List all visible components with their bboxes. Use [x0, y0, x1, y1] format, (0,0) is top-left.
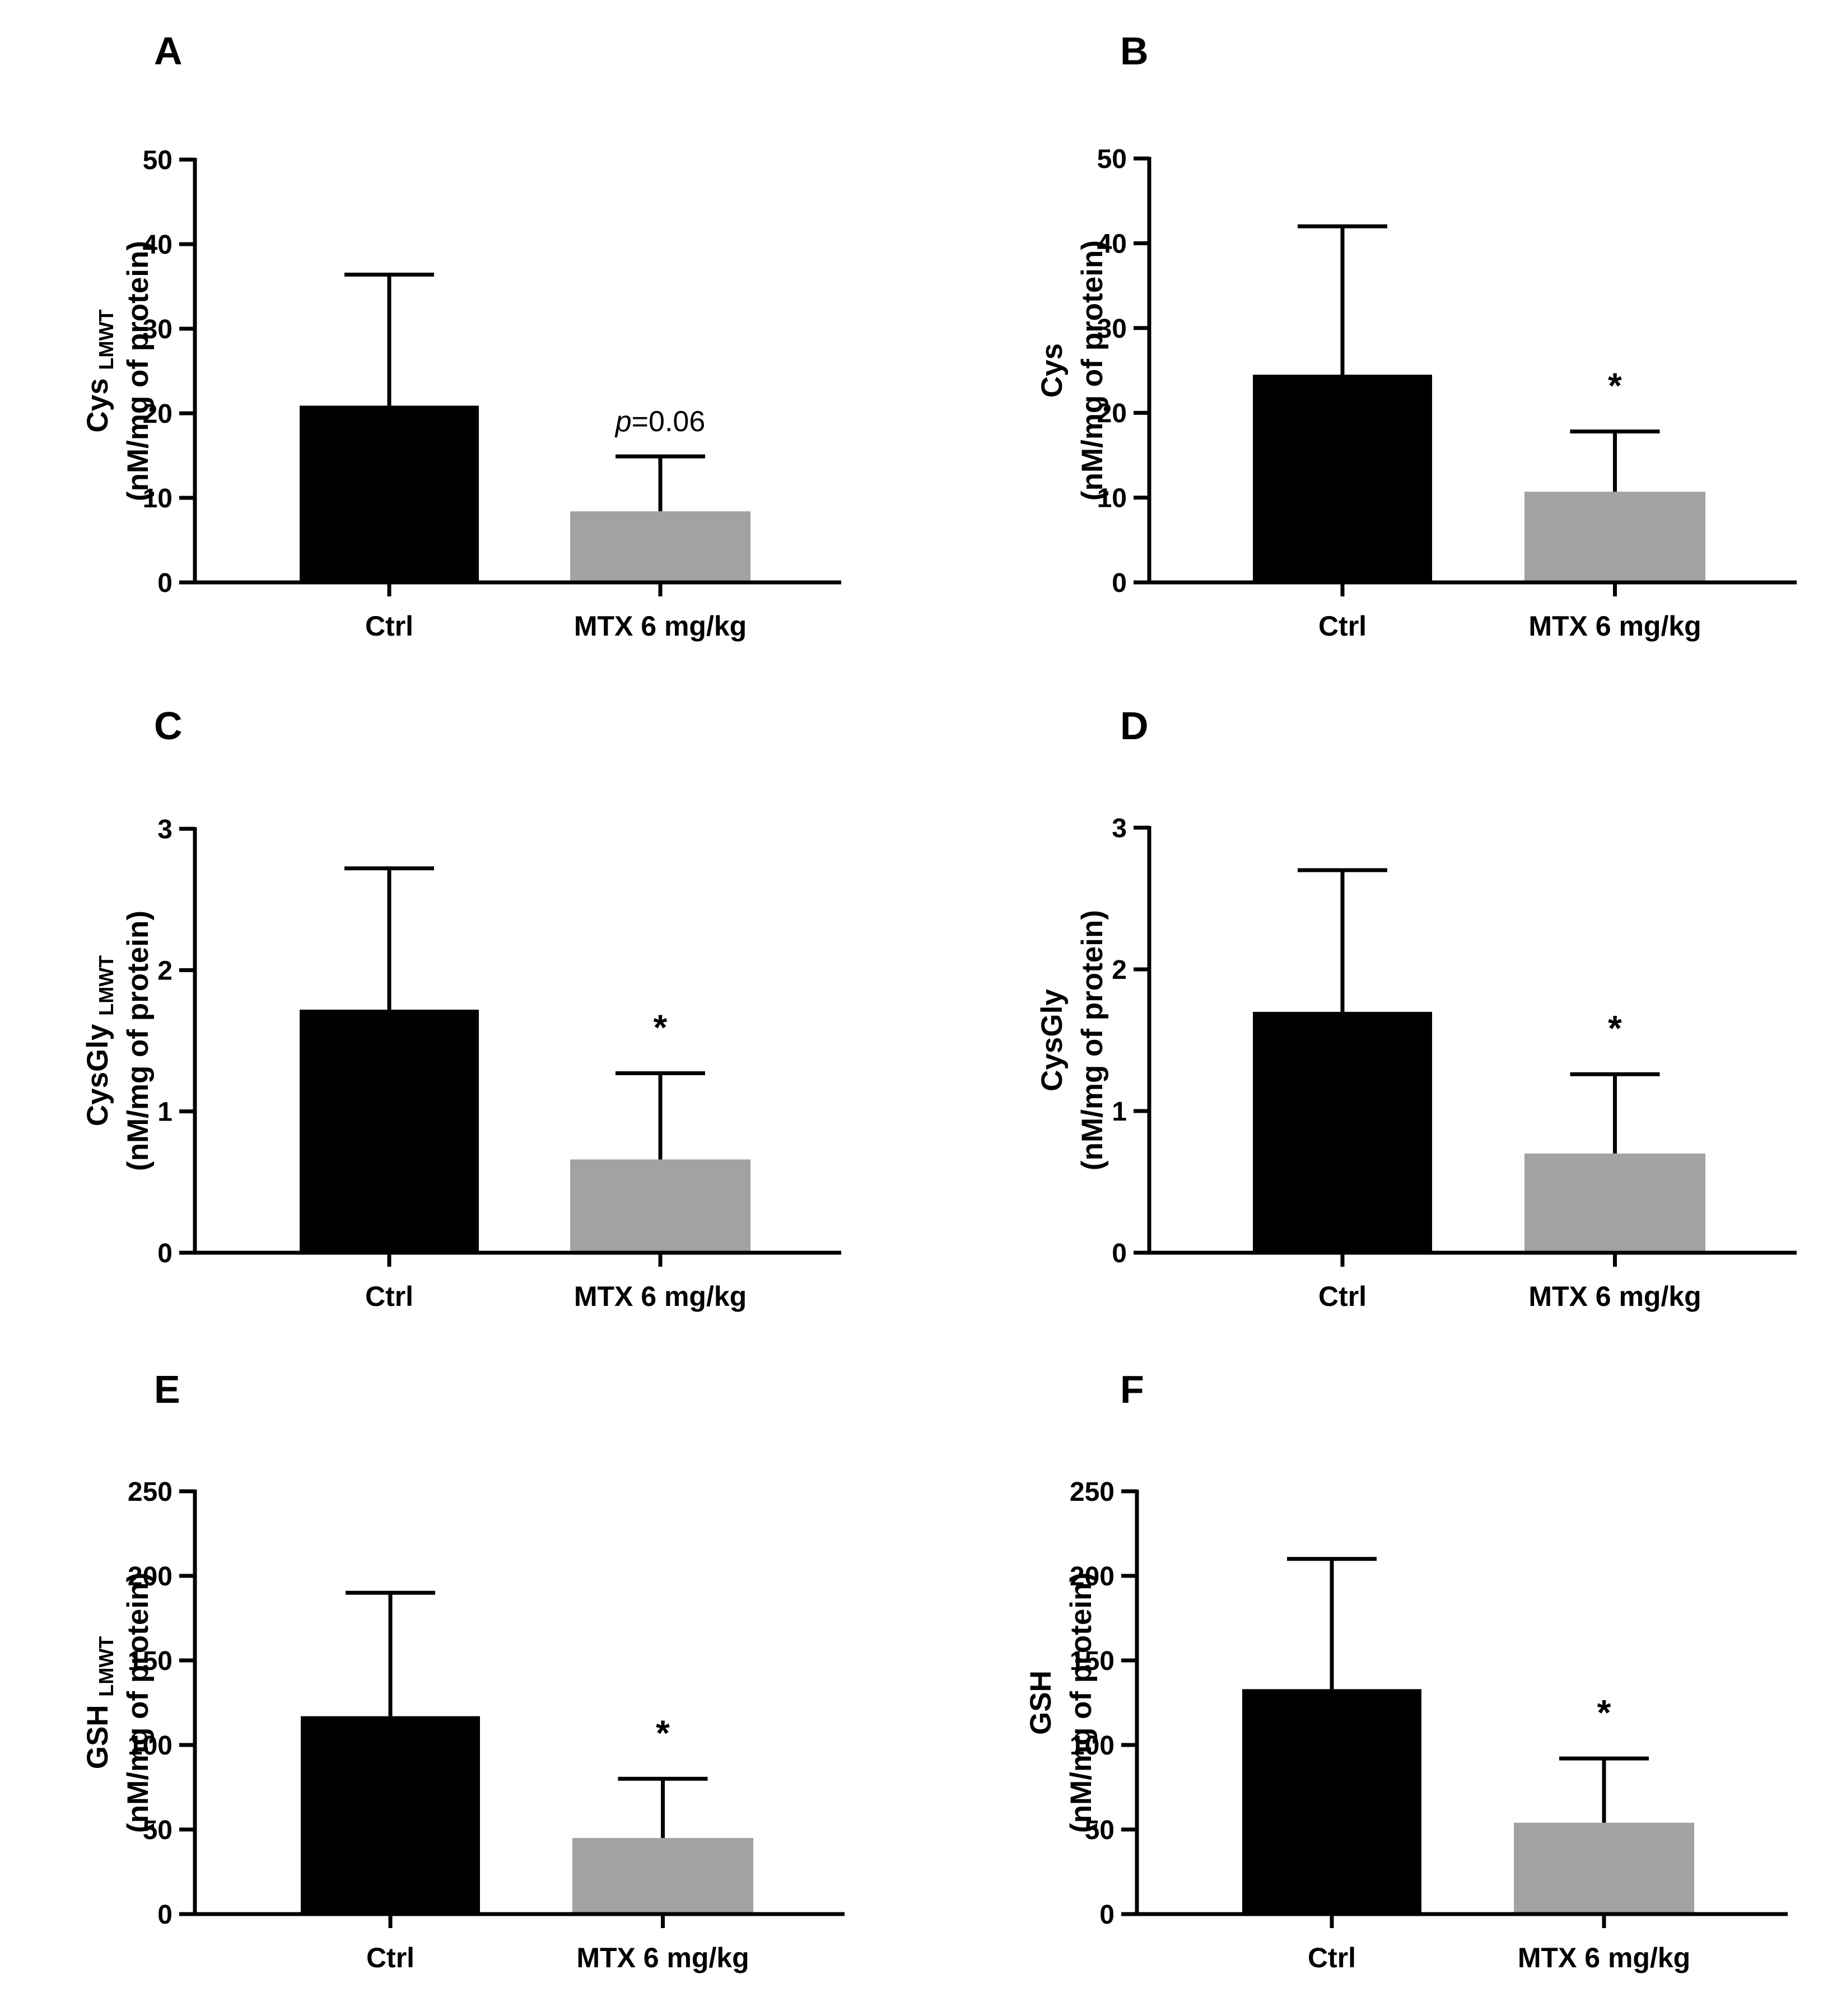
y-tick-label: 50	[1085, 1816, 1115, 1845]
y-axis-label: GSH LMWT	[81, 1636, 118, 1770]
y-tick-label: 200	[1070, 1562, 1115, 1592]
category-label: Ctrl	[365, 610, 413, 642]
y-tick-label: 0	[157, 1239, 172, 1268]
y-axis-label-units: (nM/mg of protein)	[1065, 1572, 1098, 1833]
y-tick-label: 3	[1112, 814, 1127, 843]
bar-mtx	[572, 1838, 753, 1914]
panel-letter: B	[1120, 29, 1149, 73]
y-tick-label: 30	[1097, 314, 1127, 344]
significance-star: *	[656, 1712, 670, 1753]
category-label: Ctrl	[1318, 1281, 1367, 1312]
y-tick-label: 0	[157, 568, 172, 598]
category-label: MTX 6 mg/kg	[574, 1281, 747, 1312]
bar-mtx	[570, 1159, 750, 1253]
bar-mtx	[1524, 492, 1705, 582]
y-tick-label: 40	[143, 230, 172, 260]
category-label: MTX 6 mg/kg	[574, 610, 747, 642]
y-axis-label: CysGly LMWT	[81, 955, 118, 1126]
significance-star: *	[1608, 366, 1622, 406]
y-tick-label: 20	[1097, 399, 1127, 428]
panel-letter: F	[1120, 1368, 1144, 1411]
category-label: Ctrl	[366, 1942, 414, 1973]
y-tick-label: 100	[128, 1731, 172, 1761]
y-tick-label: 250	[1070, 1477, 1115, 1507]
y-tick-label: 10	[1097, 484, 1127, 514]
y-tick-label: 0	[1112, 1239, 1127, 1268]
chart-panel-c: C Ctrl MTX 6 mg/kg * 0 1 2 3 CysGly LMWT (nM/mg o…	[81, 704, 841, 1312]
y-tick-label: 40	[1097, 229, 1127, 259]
y-axis-label-units: (nM/mg of protein)	[1076, 240, 1109, 501]
y-tick-label: 150	[128, 1646, 172, 1676]
y-axis-label: CysGly	[1036, 989, 1069, 1091]
bar-ctrl	[300, 405, 479, 582]
y-tick-label: 200	[128, 1562, 172, 1592]
y-tick-label: 1	[1112, 1097, 1127, 1127]
category-label: MTX 6 mg/kg	[1528, 610, 1701, 642]
category-label: MTX 6 mg/kg	[576, 1942, 749, 1973]
y-axis-label: GSH	[1024, 1670, 1057, 1735]
chart-panel-d: D Ctrl MTX 6 mg/kg * 0 1 2 3 CysGly (nM/mg of pro…	[1036, 704, 1797, 1312]
category-label: MTX 6 mg/kg	[1528, 1281, 1701, 1312]
y-axis-label-units: (nM/mg of protein)	[1076, 910, 1109, 1170]
panel-letter: C	[154, 704, 183, 748]
y-axis-label-units: (nM/mg of protein)	[122, 1572, 155, 1833]
y-tick-label: 0	[1099, 1900, 1115, 1930]
bar-mtx	[1524, 1153, 1705, 1253]
y-tick-label: 50	[1097, 144, 1127, 174]
y-tick-label: 3	[157, 815, 172, 844]
significance-star: *	[654, 1007, 668, 1048]
p-value-annotation: p=0.06	[614, 405, 706, 438]
y-tick-label: 100	[1070, 1731, 1115, 1761]
category-label: Ctrl	[1308, 1942, 1356, 1973]
category-label: Ctrl	[1318, 610, 1367, 642]
y-tick-label: 150	[1070, 1646, 1115, 1676]
y-tick-label: 0	[1112, 568, 1127, 598]
y-tick-label: 2	[157, 956, 172, 986]
y-tick-label: 50	[143, 1816, 172, 1845]
y-axis-label-units: (nM/mg of protein)	[122, 241, 155, 501]
bar-ctrl	[300, 1009, 479, 1253]
bar-mtx	[570, 511, 750, 582]
y-tick-label: 1	[157, 1098, 172, 1127]
chart-panel-f: F Ctrl MTX 6 mg/kg * 0 50 100 150 200 250 GSH (nM/m…	[1024, 1368, 1788, 1973]
bar-ctrl	[301, 1716, 480, 1914]
category-label: Ctrl	[365, 1281, 413, 1312]
panel-letter: E	[154, 1368, 180, 1411]
significance-star: *	[1597, 1692, 1611, 1733]
panel-letter: A	[154, 29, 183, 73]
y-axis-label: Cys LMWT	[81, 310, 118, 433]
y-tick-label: 10	[143, 484, 172, 514]
bar-ctrl	[1253, 1011, 1432, 1253]
y-axis-label-units: (nM/mg of protein)	[122, 911, 155, 1171]
significance-star: *	[1608, 1008, 1622, 1048]
category-label: MTX 6 mg/kg	[1518, 1942, 1690, 1973]
chart-panel-b: B Ctrl MTX 6 mg/kg * 0 10 20 30 40 50 Cys (nM/mg of…	[1036, 29, 1797, 642]
y-tick-label: 50	[143, 146, 172, 175]
panel-letter: D	[1120, 704, 1149, 748]
y-axis-label: Cys	[1036, 343, 1069, 398]
y-tick-label: 20	[143, 399, 172, 429]
y-tick-label: 30	[143, 315, 172, 344]
y-tick-label: 2	[1112, 955, 1127, 985]
chart-panel-e: E Ctrl MTX 6 mg/kg * 0 50 100 150 200 250 GSH LMWT…	[81, 1368, 845, 1973]
bar-mtx	[1514, 1822, 1694, 1914]
bar-ctrl	[1242, 1689, 1421, 1914]
y-tick-label: 0	[157, 1900, 172, 1930]
bar-ctrl	[1253, 375, 1432, 582]
chart-panel-a: A Ctrl MTX 6 mg/kg p=0.06 0 10 20 30 40 50 Cys LMW…	[81, 29, 841, 642]
y-tick-label: 250	[128, 1477, 172, 1507]
